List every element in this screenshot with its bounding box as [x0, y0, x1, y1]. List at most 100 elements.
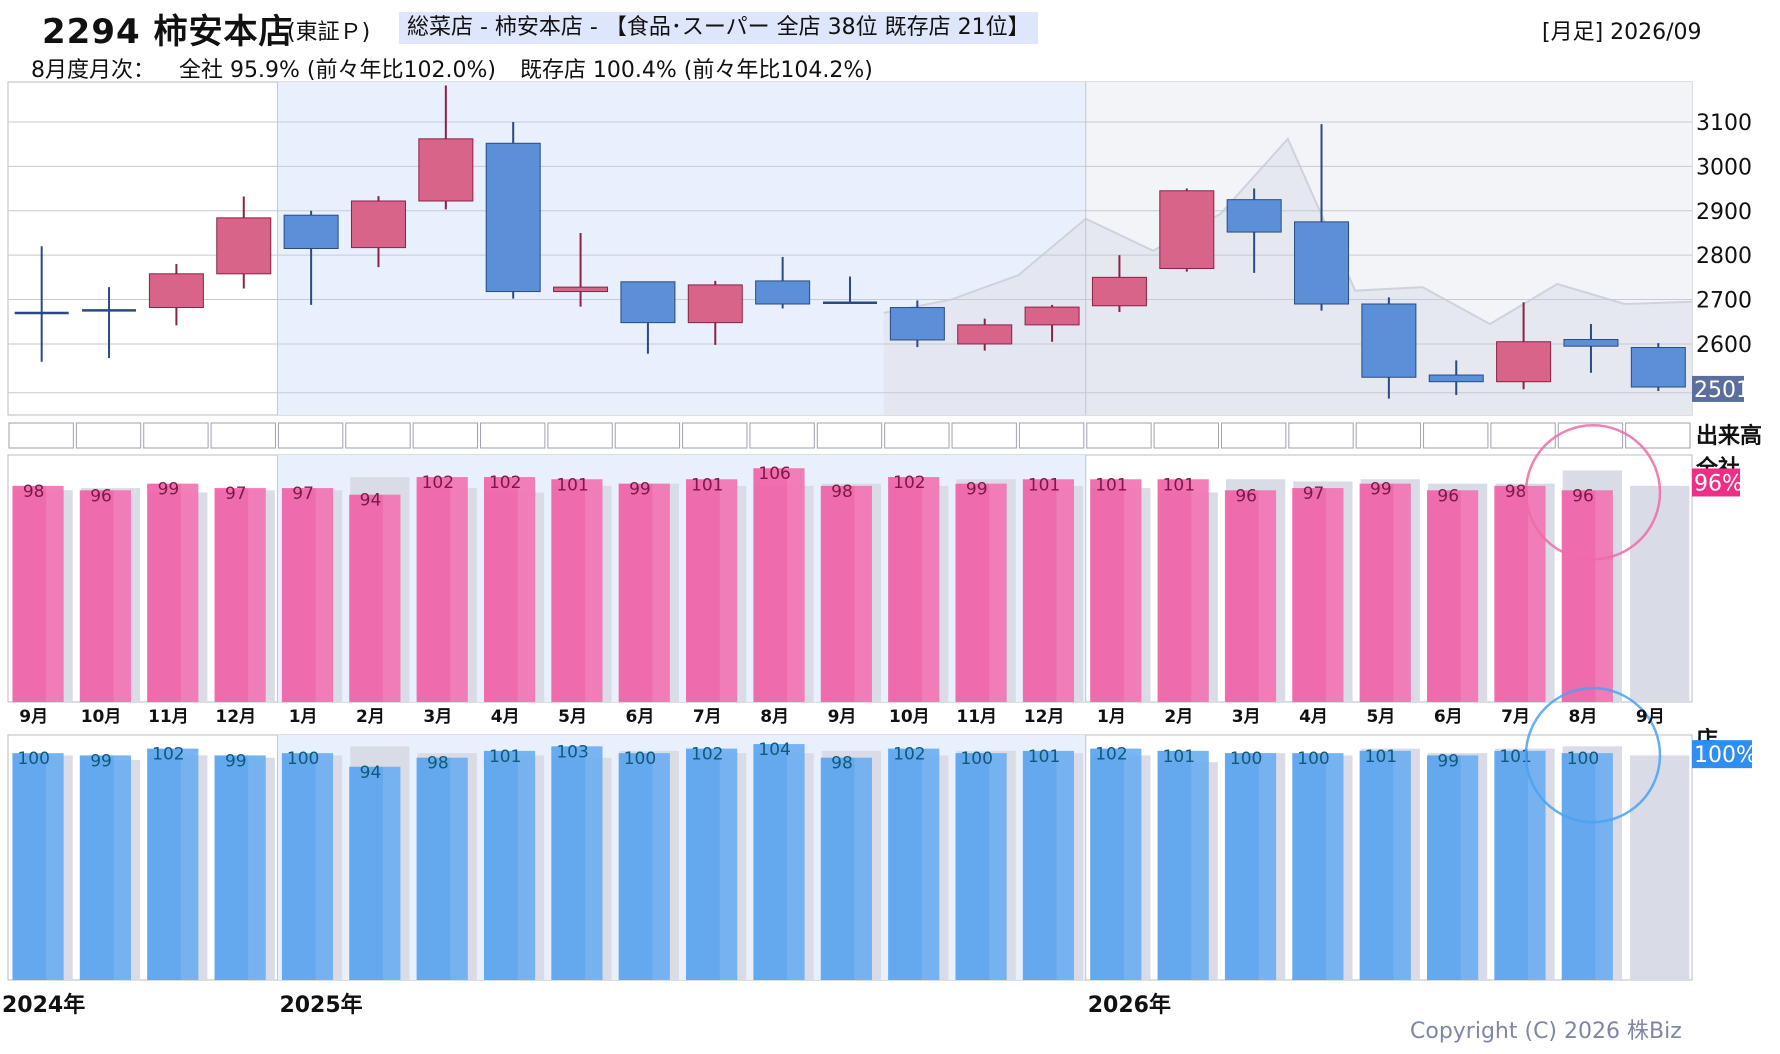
existing-store-value-label: 100: [624, 749, 656, 769]
month-tick-label: 3月: [423, 707, 452, 727]
all-store-value-label: 94: [360, 491, 382, 511]
monthly-summary: 8月度月次： 全社 95.9% (前々年比102.0%) 既存店 100.4% (前…: [31, 52, 897, 84]
axis-labels: 9月 10月 11月 12月 1月 2月 3月 4月 5月 6月 7月 8月 9月 10月 11月 12月 1月…: [2, 707, 1665, 1018]
month-tick-label: 9月: [1636, 707, 1665, 727]
existing-store-bar-shine: [1056, 750, 1075, 980]
candle: [1563, 323, 1619, 373]
existing-store-bar: [349, 766, 401, 980]
volume-cell: [682, 422, 748, 449]
existing-store-bar-shine: [854, 757, 872, 980]
existing-store-badge-label: 100%: [1694, 743, 1757, 768]
volume-cell: [8, 422, 74, 449]
existing-store-bar: [618, 753, 670, 980]
existing-store-bar: [1561, 753, 1613, 980]
sector-ranking: 総菜店 - 柿安本店 - 【食品･スーパー 全店 38位 既存店 21位】: [399, 12, 1038, 44]
existing-store-value-label: 102: [1095, 745, 1127, 765]
all-store-value-label: 99: [1370, 480, 1392, 500]
price-tick-label: 2600: [1696, 333, 1752, 358]
all-store-bar: [214, 488, 266, 702]
candle-body: [1091, 276, 1147, 307]
candle: [82, 287, 137, 359]
existing-store-value-label: 100: [1230, 749, 1262, 769]
candle: [553, 232, 609, 307]
month-tick-label: 2月: [1164, 707, 1193, 727]
all-store-value-label: 96: [90, 486, 112, 506]
candle: [957, 318, 1013, 351]
all-store-bar: [1292, 488, 1344, 702]
all-store-value-label: 99: [158, 480, 180, 500]
all-store-prev-bar: [1630, 485, 1690, 702]
existing-store-bar-shine: [46, 753, 64, 980]
all-store-bar-shine: [1325, 488, 1344, 702]
all-store-value-label: 101: [1095, 475, 1127, 495]
candle-body: [1496, 341, 1552, 383]
month-tick-label: 9月: [828, 707, 857, 727]
existing-store-latest-ring: [1524, 686, 1662, 824]
month-tick-label: 9月: [19, 707, 48, 727]
existing-store-value-label: 99: [90, 751, 112, 771]
month-tick-label: 12月: [215, 707, 256, 727]
existing-store-bar-shine: [719, 748, 738, 980]
candle: [687, 280, 743, 345]
all-store-badge: [1692, 468, 1740, 497]
volume-cell: [345, 422, 411, 449]
price-panel: 3100 3000 2900 2800 2700 2600 2501: [7, 81, 1752, 416]
all-store-bar-shine: [517, 477, 536, 702]
existing-store-bar-shine: [315, 753, 334, 980]
all-store-bar: [1426, 490, 1479, 702]
all-store-bar: [618, 483, 670, 702]
all-store-value-label: 106: [758, 464, 790, 484]
year-label: 2026年: [1088, 992, 1171, 1018]
existing-store-bar-shine: [787, 744, 805, 980]
existing-store-prev-bar: [1630, 755, 1690, 980]
month-tick-label: 10月: [81, 707, 122, 727]
existing-store-year-highlight: [277, 735, 1086, 980]
existing-store-value-label: 98: [831, 754, 853, 774]
existing-store-bar: [1494, 750, 1546, 980]
candle-body: [1630, 347, 1686, 388]
candle-body: [418, 138, 474, 202]
candle: [620, 281, 676, 354]
existing-store-value-label: 100: [960, 749, 992, 769]
all-store-bar: [753, 468, 805, 702]
all-store-value-label: 97: [225, 484, 247, 504]
existing-store-bar: [888, 748, 940, 980]
volume-cell: [1086, 422, 1152, 449]
all-store-bar: [281, 488, 334, 702]
month-tick-label: 6月: [1434, 707, 1463, 727]
summary-existing-store: 既存店 100.4% (前々年比104.2%): [519, 58, 873, 83]
candle: [1496, 302, 1552, 390]
all-store-value-label: 101: [556, 475, 588, 495]
existing-store-value-label: 101: [1163, 747, 1195, 767]
price-tick-label: 2900: [1696, 200, 1752, 225]
all-store-value-label: 96: [1235, 486, 1257, 506]
existing-store-value-label: 101: [1499, 747, 1531, 767]
existing-store-panel: 100 99 102 99 100 94 98 101 103 100 102 104 98 102 100…: [7, 686, 1757, 981]
existing-store-badge: [1692, 740, 1752, 769]
existing-store-bar-shine: [517, 750, 536, 980]
existing-store-bar: [1090, 748, 1142, 980]
candle: [148, 264, 204, 326]
candle: [1428, 360, 1484, 396]
existing-store-bar-shine: [180, 748, 199, 980]
all-store-bar-shine: [854, 485, 872, 702]
existing-store-bar: [1359, 750, 1411, 980]
all-store-bar-shine: [1528, 485, 1546, 702]
existing-store-bar: [1224, 753, 1277, 980]
all-store-bar-shine: [921, 477, 940, 702]
all-store-bar-shine: [1393, 483, 1411, 702]
candle-body: [1226, 199, 1282, 233]
existing-store-bar: [147, 748, 199, 980]
all-store-bar: [416, 477, 468, 702]
existing-store-value-label: 104: [758, 740, 790, 760]
volume-cell: [1018, 422, 1085, 449]
all-store-bar-shine: [248, 488, 266, 702]
current-price-badge: [1692, 375, 1744, 402]
volume-cell: [1355, 422, 1422, 449]
all-store-bar: [147, 483, 199, 702]
month-tick-label: 2月: [356, 707, 385, 727]
candle: [823, 276, 877, 305]
month-tick-label: 4月: [1299, 707, 1328, 727]
